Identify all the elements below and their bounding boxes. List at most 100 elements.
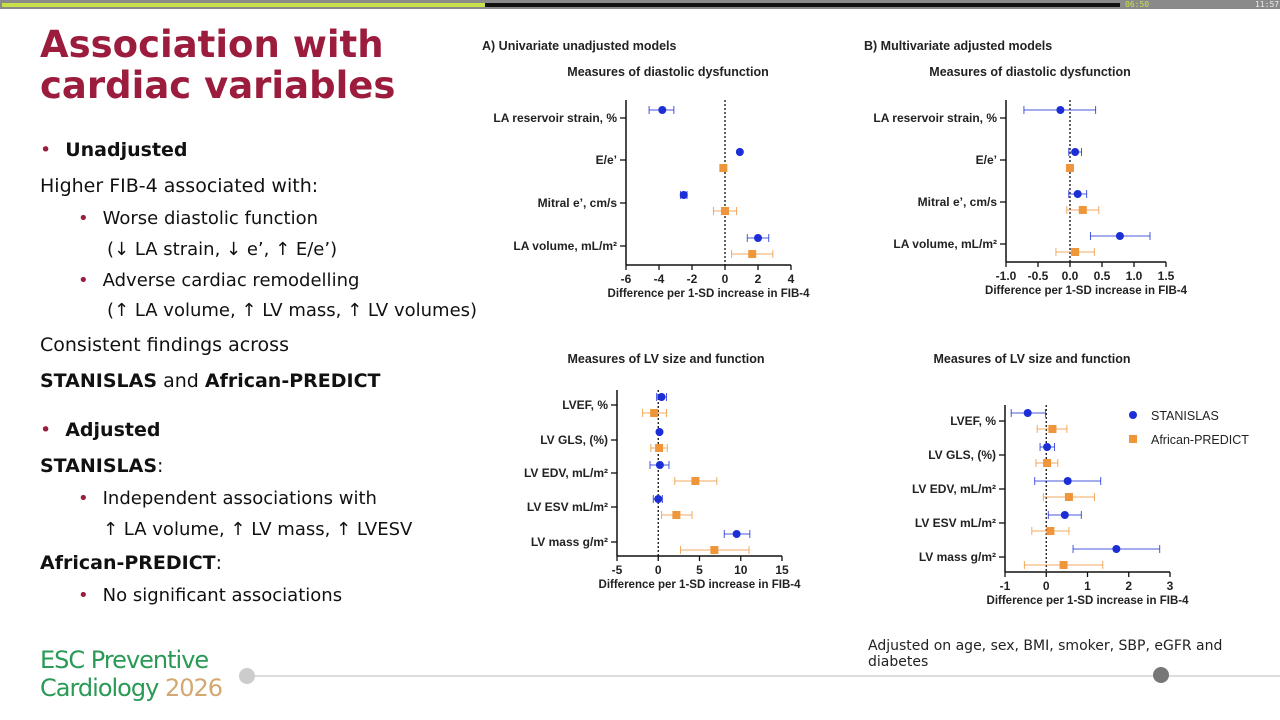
title-line-1: Association with [40,23,384,66]
point-african-predict [655,444,664,452]
bullet-nosig: • No significant associations [78,585,342,606]
point-stanislas [1071,148,1080,156]
point-stanislas [1060,511,1069,519]
point-stanislas [1073,190,1082,198]
text-stanislas-heading: STANISLAS: [40,455,163,477]
point-african-predict [1071,248,1080,256]
bullet-dot: • [40,139,52,161]
progress-track[interactable] [2,3,1120,7]
logo-line-1: ESC Preventive [40,646,209,674]
legend-marker-african-predict [1129,435,1137,443]
panel-label: B) Multivariate adjusted models [864,39,1052,53]
point-stanislas [1023,409,1032,417]
x-tick-label: 0.0 [1062,269,1079,283]
x-tick-label: 0.5 [1094,269,1111,283]
category-label: LV mass g/m² [531,535,608,549]
point-african-predict [650,409,659,417]
category-label: Mitral e’, cm/s [538,196,618,210]
x-axis-label: Difference per 1-SD increase in FIB-4 [608,288,811,300]
category-label: LV ESV mL/m² [915,516,996,530]
x-tick-label: 1.0 [1126,269,1143,283]
title-line-2: cardiac variables [40,64,396,107]
esc-logo: ESC Preventive Cardiology 2026 [40,646,223,702]
bullet-dot: • [78,585,89,606]
point-stanislas [732,530,741,538]
text-higher: Higher FIB-4 associated with: [40,175,319,197]
afr: African-PREDICT [204,370,381,392]
x-tick-label: 0 [722,272,729,286]
point-stanislas [735,148,744,156]
category-label: LVEF, % [562,398,608,412]
bullet-dot: • [78,208,89,229]
x-tick-label: 0 [1043,579,1050,593]
label: Independent associations with [102,488,377,509]
point-stanislas [654,495,663,503]
x-tick-label: 0 [655,563,662,577]
bullet-unadjusted: • Unadjusted [40,139,188,161]
x-tick-label: 5 [696,563,703,577]
category-label: E/e’ [596,153,617,167]
point-african-predict [1078,206,1087,214]
point-stanislas [1043,443,1052,451]
point-african-predict [672,511,681,519]
category-label: E/e’ [976,153,997,167]
timeline-knob[interactable] [1153,667,1169,683]
x-tick-label: -5 [612,563,623,577]
point-african-predict [1064,493,1073,501]
slide-timeline [246,675,1280,677]
stan: STANISLAS [40,370,158,392]
category-label: LA reservoir strain, % [873,111,997,125]
colon: : [157,455,164,477]
category-label: Mitral e’, cm/s [918,195,998,209]
progress-played [2,3,485,7]
elapsed-time: 06:50 [1125,0,1150,9]
point-stanislas [1056,106,1065,114]
bullet-adverse: • Adverse cardiac remodelling [78,270,359,291]
bullet-worse: • Worse diastolic function [78,208,318,229]
text-adverse-detail: (↑ LA volume, ↑ LV mass, ↑ LV volumes) [107,300,478,321]
x-axis-label: Difference per 1-SD increase in FIB-4 [985,285,1188,297]
afr: African-PREDICT [40,552,216,574]
x-tick-label: 2 [755,272,762,286]
bullet-dot: • [78,270,89,291]
chart-title: Measures of LV size and function [933,352,1130,366]
category-label: LV mass g/m² [919,550,996,564]
x-tick-label: -4 [654,272,665,286]
point-stanislas [1063,477,1072,485]
bullet-dot: • [40,419,52,441]
legend-marker-stanislas [1129,411,1137,419]
label: Adverse cardiac remodelling [102,270,360,291]
x-tick-label: -1.0 [996,269,1017,283]
text-indep-detail: ↑ LA volume, ↑ LV mass, ↑ LVESV [103,519,413,540]
bullet-adjusted: • Adjusted [40,419,160,441]
x-tick-label: -2 [687,272,698,286]
chart-title: Measures of diastolic dysfunction [567,65,768,79]
x-axis-label: Difference per 1-SD increase in FIB-4 [599,579,802,591]
category-label: LA volume, mL/m² [893,237,997,251]
category-label: LV GLS, (%) [540,433,608,447]
point-african-predict [1059,561,1068,569]
category-label: LA reservoir strain, % [493,111,617,125]
category-label: LV ESV mL/m² [527,500,608,514]
bullet-dot: • [78,488,89,509]
point-african-predict [748,250,757,258]
and: and [157,370,205,392]
point-stanislas [679,191,688,199]
x-tick-label: -0.5 [1028,269,1049,283]
colon: : [215,552,223,574]
point-stanislas [658,106,667,114]
point-african-predict [1043,459,1052,467]
point-african-predict [1066,164,1074,172]
text-consistent: Consistent findings across [40,334,289,356]
text-afr-heading: African-PREDICT: [40,552,222,574]
point-stanislas [655,461,664,469]
adjustment-note: Adjusted on age, sex, BMI, smoker, SBP, … [868,638,1223,670]
point-stanislas [655,428,664,436]
point-stanislas [1112,545,1121,553]
point-african-predict [691,477,700,485]
point-african-predict [721,207,729,215]
text-worse-detail: (↓ LA strain, ↓ e’, ↑ E/e’) [107,239,338,260]
label: Worse diastolic function [102,208,319,229]
label: Adjusted [65,419,161,441]
point-african-predict [1048,425,1057,433]
